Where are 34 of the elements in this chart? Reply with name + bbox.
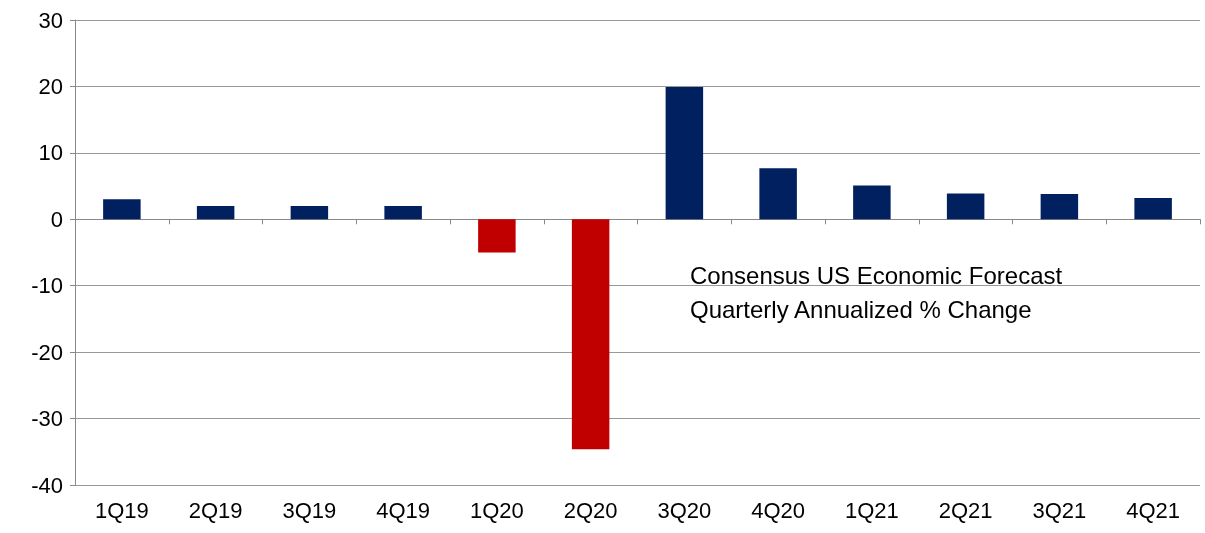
x-tick-label: 3Q21	[1032, 497, 1087, 523]
annotation: Consensus US Economic Forecast	[690, 261, 1063, 289]
bar	[946, 193, 985, 220]
x-tick-label: 3Q19	[282, 497, 337, 523]
bar	[1040, 194, 1079, 220]
x-tick-label: 4Q19	[376, 497, 431, 523]
x-tick-label: 3Q20	[657, 497, 712, 523]
y-tick-label: -20	[31, 339, 63, 365]
y-tick-label: 20	[38, 73, 63, 99]
x-tick-label: 4Q21	[1126, 497, 1181, 523]
x-tick-label: 2Q21	[938, 497, 993, 523]
annotation: Quarterly Annualized % Change	[690, 295, 1032, 323]
bar	[478, 219, 516, 253]
y-tick-label: 10	[38, 140, 63, 166]
x-tick-label: 1Q19	[94, 497, 149, 523]
bar	[571, 219, 610, 450]
bar	[196, 206, 235, 220]
bar	[853, 185, 891, 220]
x-tick-label: 4Q20	[751, 497, 806, 523]
y-tick-label: 0	[50, 206, 63, 232]
bar	[1134, 198, 1172, 220]
bar	[665, 87, 704, 220]
bar	[290, 206, 329, 220]
x-tick-label: 1Q21	[844, 497, 899, 523]
x-tick-label: 1Q20	[469, 497, 524, 523]
bar	[103, 199, 141, 220]
y-tick-label: -30	[31, 406, 63, 432]
y-tick-label: -10	[31, 273, 63, 299]
bar	[384, 206, 422, 220]
x-tick-label: 2Q19	[188, 497, 243, 523]
y-tick-label: 30	[38, 7, 63, 33]
x-tick-label: 2Q20	[563, 497, 618, 523]
bar	[759, 168, 797, 220]
y-tick-label: -40	[31, 472, 63, 498]
